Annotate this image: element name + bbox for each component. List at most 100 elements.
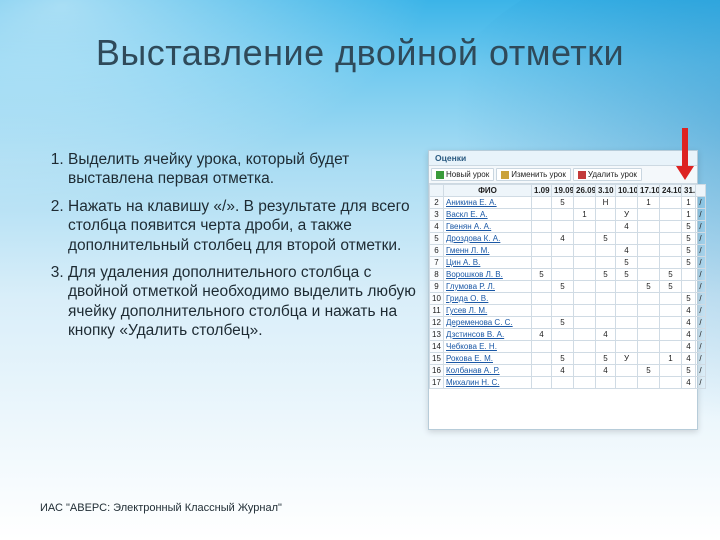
grade-cell[interactable] — [552, 269, 574, 281]
grade-cell[interactable] — [638, 269, 660, 281]
student-name-link[interactable]: Гусев Л. М. — [444, 305, 532, 317]
grade-cell[interactable] — [574, 341, 596, 353]
grade-cell[interactable] — [596, 305, 616, 317]
table-row[interactable]: 6Гменн Л. М.45/ — [430, 245, 706, 257]
grade-cell[interactable]: 4 — [682, 353, 696, 365]
student-name-link[interactable]: Рокова Е. М. — [444, 353, 532, 365]
student-name-link[interactable]: Васкл Е. А. — [444, 209, 532, 221]
table-row[interactable]: 11Гусев Л. М.4/ — [430, 305, 706, 317]
grade-cell[interactable] — [574, 293, 596, 305]
grade-cell[interactable]: / — [696, 221, 706, 233]
grade-cell[interactable]: 1 — [682, 209, 696, 221]
table-row[interactable]: 4Гвенян А. А.45/ — [430, 221, 706, 233]
grade-cell[interactable]: / — [696, 317, 706, 329]
grade-cell[interactable]: 4 — [682, 305, 696, 317]
grade-cell[interactable]: 5 — [596, 233, 616, 245]
grade-cell[interactable] — [638, 245, 660, 257]
grade-cell[interactable] — [552, 257, 574, 269]
table-row[interactable]: 5Дроздова К. А.455/ — [430, 233, 706, 245]
grade-cell[interactable]: / — [696, 293, 706, 305]
grade-cell[interactable]: / — [696, 341, 706, 353]
student-name-link[interactable]: Дроздова К. А. — [444, 233, 532, 245]
grade-cell[interactable]: 5 — [682, 293, 696, 305]
grade-cell[interactable] — [616, 329, 638, 341]
grade-cell[interactable] — [638, 377, 660, 389]
grade-cell[interactable]: 5 — [638, 365, 660, 377]
grade-cell[interactable]: 4 — [616, 245, 638, 257]
grade-cell[interactable]: 5 — [638, 281, 660, 293]
table-row[interactable]: 2Аникина Е. А.5Н11/ — [430, 197, 706, 209]
student-name-link[interactable]: Глумова Р. Л. — [444, 281, 532, 293]
grade-cell[interactable]: / — [696, 269, 706, 281]
table-row[interactable]: 13Дзстинсов В. А.444/ — [430, 329, 706, 341]
grade-cell[interactable]: 4 — [682, 341, 696, 353]
grade-cell[interactable] — [660, 365, 682, 377]
table-header-cell[interactable]: 17.10 — [638, 185, 660, 197]
grade-cell[interactable] — [574, 317, 596, 329]
grade-cell[interactable] — [532, 257, 552, 269]
grade-cell[interactable] — [616, 281, 638, 293]
table-header-cell[interactable] — [430, 185, 444, 197]
grade-cell[interactable]: 5 — [596, 269, 616, 281]
grade-cell[interactable] — [616, 365, 638, 377]
grade-cell[interactable] — [660, 221, 682, 233]
table-row[interactable]: 12Деременова С. С.54/ — [430, 317, 706, 329]
grade-cell[interactable]: 4 — [682, 377, 696, 389]
grade-cell[interactable]: / — [696, 365, 706, 377]
table-header-cell[interactable]: 1.09 — [532, 185, 552, 197]
table-row[interactable]: 16Колбанав А. Р.4455/ — [430, 365, 706, 377]
grade-cell[interactable]: 1 — [682, 197, 696, 209]
grade-cell[interactable] — [552, 209, 574, 221]
grade-cell[interactable] — [574, 353, 596, 365]
student-name-link[interactable]: Ворошков Л. В. — [444, 269, 532, 281]
grade-cell[interactable] — [638, 209, 660, 221]
grade-cell[interactable] — [596, 317, 616, 329]
grade-cell[interactable]: / — [696, 233, 706, 245]
grade-cell[interactable]: 4 — [532, 329, 552, 341]
student-name-link[interactable]: Колбанав А. Р. — [444, 365, 532, 377]
student-name-link[interactable]: Гвенян А. А. — [444, 221, 532, 233]
table-row[interactable]: 8Ворошков Л. В.5555/ — [430, 269, 706, 281]
grade-cell[interactable]: 1 — [574, 209, 596, 221]
grade-cell[interactable] — [660, 245, 682, 257]
grade-cell[interactable] — [532, 245, 552, 257]
grade-cell[interactable] — [682, 269, 696, 281]
grade-cell[interactable] — [532, 317, 552, 329]
grade-cell[interactable] — [660, 341, 682, 353]
grade-cell[interactable] — [660, 293, 682, 305]
table-row[interactable]: 17Михалин Н. С.4/ — [430, 377, 706, 389]
grade-cell[interactable] — [552, 341, 574, 353]
grade-cell[interactable]: / — [696, 245, 706, 257]
table-row[interactable]: 3Васкл Е. А.1У1/ — [430, 209, 706, 221]
grade-cell[interactable]: 5 — [616, 257, 638, 269]
grade-cell[interactable] — [638, 341, 660, 353]
grade-cell[interactable] — [616, 305, 638, 317]
table-header-cell[interactable]: 19.09 — [552, 185, 574, 197]
table-header-split-cell[interactable] — [696, 185, 706, 197]
delete-lesson-button[interactable]: Удалить урок — [573, 168, 642, 181]
grade-cell[interactable] — [660, 377, 682, 389]
grade-cell[interactable] — [552, 305, 574, 317]
grade-cell[interactable] — [532, 197, 552, 209]
grade-cell[interactable] — [596, 293, 616, 305]
grade-cell[interactable] — [574, 365, 596, 377]
student-name-link[interactable]: Дзстинсов В. А. — [444, 329, 532, 341]
table-row[interactable]: 10Грида О. В.5/ — [430, 293, 706, 305]
student-name-link[interactable]: Деременова С. С. — [444, 317, 532, 329]
grade-cell[interactable]: / — [696, 281, 706, 293]
grade-cell[interactable] — [532, 293, 552, 305]
grade-cell[interactable]: 4 — [682, 329, 696, 341]
table-row[interactable]: 14Чебкова Е. Н.4/ — [430, 341, 706, 353]
grade-cell[interactable]: 4 — [616, 221, 638, 233]
grade-cell[interactable]: 1 — [638, 197, 660, 209]
grade-cell[interactable]: / — [696, 377, 706, 389]
grade-cell[interactable]: / — [696, 257, 706, 269]
grade-cell[interactable]: 5 — [552, 317, 574, 329]
grade-cell[interactable] — [616, 317, 638, 329]
grade-cell[interactable] — [596, 221, 616, 233]
grade-cell[interactable]: 5 — [552, 281, 574, 293]
grade-cell[interactable]: 4 — [682, 317, 696, 329]
grade-cell[interactable] — [660, 257, 682, 269]
grade-cell[interactable] — [660, 197, 682, 209]
table-row[interactable]: 7Цин А. В.55/ — [430, 257, 706, 269]
